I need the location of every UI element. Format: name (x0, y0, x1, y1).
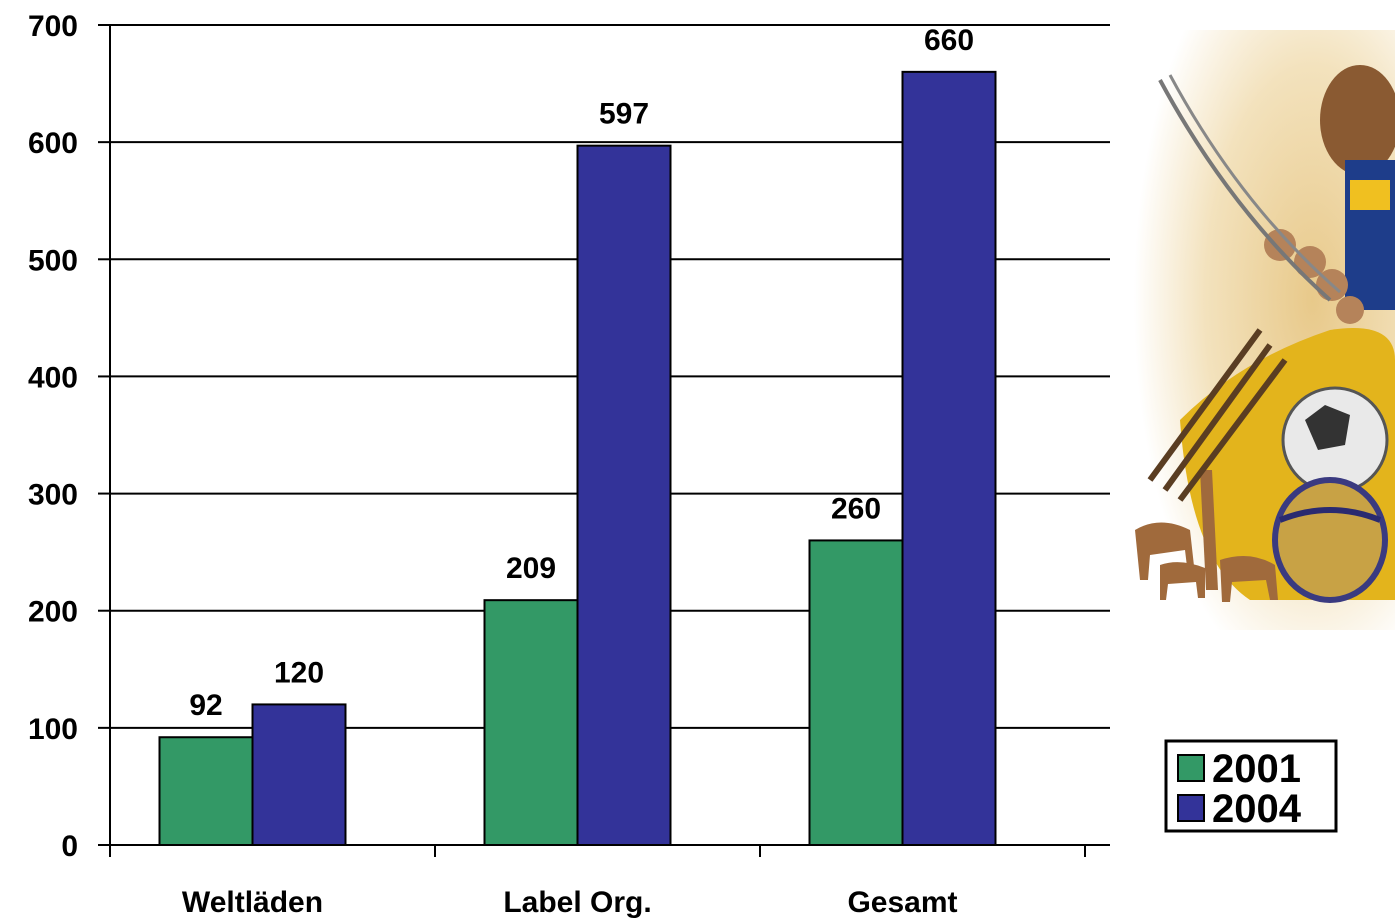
y-tick-label: 700 (28, 10, 78, 43)
y-tick-label: 0 (61, 830, 78, 863)
bar-2004 (901, 70, 997, 847)
legend-label: 2001 (1212, 747, 1301, 791)
y-tick-label: 500 (28, 244, 78, 277)
bars (158, 70, 997, 847)
data-label: 597 (599, 98, 649, 131)
legend-swatch (1177, 794, 1205, 822)
bar-2004 (251, 703, 347, 847)
data-label: 660 (924, 24, 974, 57)
axes (98, 24, 1110, 857)
y-tick-labels: 0 100 200 300 400 500 600 700 (28, 10, 78, 863)
category-label: Gesamt (847, 886, 957, 919)
data-label: 209 (506, 552, 556, 585)
bar-2004 (576, 144, 672, 846)
legend-label: 2004 (1212, 787, 1302, 831)
category-labels: Weltläden Label Org. Gesamt (182, 886, 958, 919)
category-label: Label Org. (503, 886, 651, 919)
category-label: Weltläden (182, 886, 323, 919)
y-tick-label: 300 (28, 479, 78, 512)
data-label: 260 (831, 492, 881, 525)
y-tick-label: 600 (28, 127, 78, 160)
bar-2001 (158, 736, 254, 847)
y-tick-label: 200 (28, 596, 78, 629)
data-label: 120 (274, 656, 324, 689)
bar-2001 (483, 599, 579, 847)
y-tick-label: 400 (28, 361, 78, 394)
legend-swatch (1177, 754, 1205, 782)
bar-2001 (808, 539, 904, 847)
data-labels: 92 120 209 597 260 660 (189, 24, 974, 722)
y-tick-label: 100 (28, 713, 78, 746)
data-label: 92 (189, 689, 222, 722)
fair-trade-goods-picture (1120, 30, 1395, 630)
